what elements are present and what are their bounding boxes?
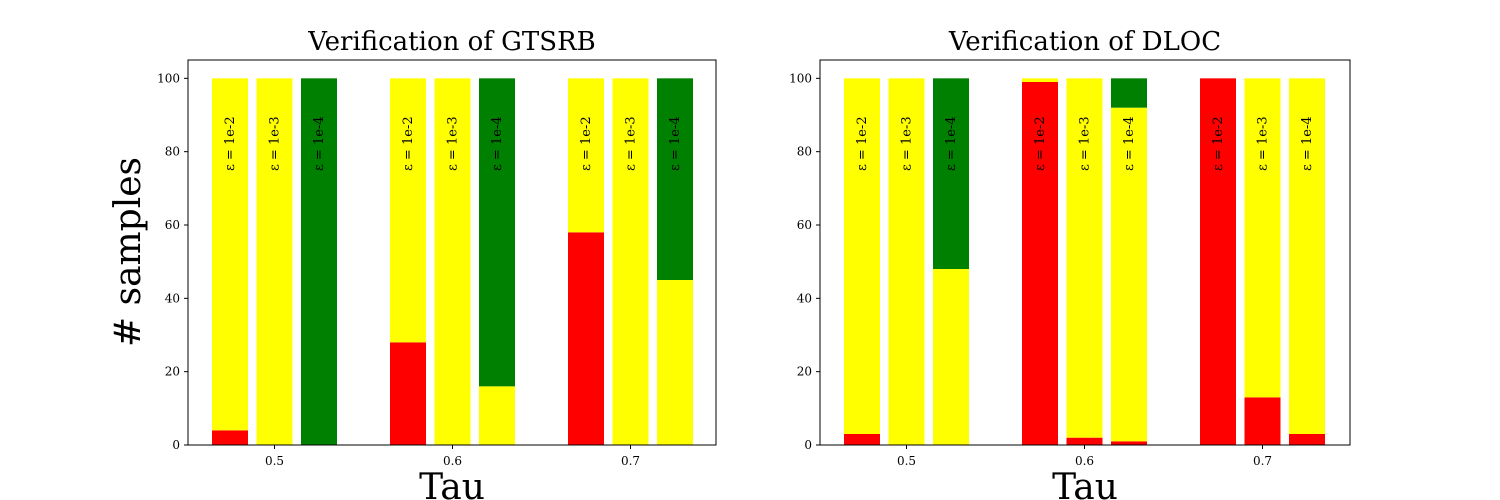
x-tick-label: 0.6: [1075, 454, 1094, 468]
bar: ε = 1e-4: [657, 78, 693, 445]
bar-segment-yellow: [1111, 107, 1147, 442]
bar: ε = 1e-3: [256, 78, 293, 445]
bar-label: ε = 1e-4: [944, 116, 959, 171]
chart-dloc: Verification of DLOC ε = 1e-2 ε = 1e-3 ε = …: [789, 27, 1351, 500]
bar-segment-yellow: [390, 78, 426, 343]
bar-segment-yellow: [256, 78, 293, 445]
bar-segment-green: [479, 78, 515, 387]
bar-segment-red: [568, 232, 604, 445]
bar: ε = 1e-3: [1066, 78, 1103, 445]
bar-segment-yellow: [568, 78, 604, 233]
x-tick-label: 0.6: [443, 454, 462, 468]
x-tick-label: 0.5: [897, 454, 916, 468]
y-tick-label: 20: [165, 365, 180, 379]
bar: ε = 1e-3: [888, 78, 925, 445]
bar-segment-red: [1111, 441, 1147, 445]
bar: ε = 1e-4: [1111, 78, 1147, 445]
y-tick-label: 0: [804, 438, 812, 452]
bar-label: ε = 1e-2: [579, 116, 594, 171]
bar-segment-yellow: [212, 78, 248, 431]
bar: ε = 1e-2: [568, 78, 604, 445]
bar-label: ε = 1e-3: [900, 116, 915, 171]
bar-segment-yellow: [1244, 78, 1281, 398]
bar-label: ε = 1e-2: [855, 116, 870, 171]
bar-segment-red: [844, 434, 880, 445]
bar: ε = 1e-4: [479, 78, 515, 445]
y-tick-label: 100: [789, 71, 812, 85]
bar-label: ε = 1e-4: [1300, 116, 1315, 171]
bar-label: ε = 1e-4: [490, 116, 505, 171]
chart-title: Verification of GTSRB: [307, 27, 596, 57]
bar: ε = 1e-4: [933, 78, 969, 445]
bar-segment-red: [1289, 434, 1325, 445]
bar: ε = 1e-4: [301, 78, 337, 445]
y-tick-label: 60: [797, 218, 812, 232]
bar-segment-green: [1111, 78, 1147, 108]
bar-segment-red: [212, 430, 248, 445]
chart-gtsrb: Verification of GTSRB ε = 1e-2 ε = 1e-3 ε =…: [157, 27, 717, 500]
bar-segment-yellow: [1289, 78, 1325, 434]
bar-label: ε = 1e-4: [668, 116, 683, 171]
y-tick-label: 40: [797, 291, 812, 305]
bar-label: ε = 1e-3: [1256, 116, 1271, 171]
bar: ε = 1e-2: [212, 78, 248, 445]
x-axis-label: Tau: [1052, 467, 1118, 500]
bar-label: ε = 1e-3: [1078, 116, 1093, 171]
bar-segment-yellow: [844, 78, 880, 434]
bar: ε = 1e-3: [612, 78, 649, 445]
bar: ε = 1e-4: [1289, 78, 1325, 445]
bar-label: ε = 1e-2: [401, 116, 416, 171]
bar-label: ε = 1e-4: [312, 116, 327, 171]
y-tick-label: 40: [165, 291, 180, 305]
bar-segment-yellow: [933, 269, 969, 445]
bar-segment-yellow: [479, 386, 515, 445]
bar-segment-yellow: [1066, 78, 1103, 438]
bar-segment-yellow: [657, 280, 693, 445]
bar-segment-green: [657, 78, 693, 280]
bar-segment-yellow: [434, 78, 471, 445]
x-tick-label: 0.7: [1253, 454, 1272, 468]
bar-segment-yellow: [612, 78, 649, 445]
bar-segment-red: [1066, 437, 1103, 445]
bar: ε = 1e-2: [390, 78, 426, 445]
x-tick-label: 0.7: [621, 454, 640, 468]
x-axis-label: Tau: [419, 467, 485, 500]
bar-label: ε = 1e-2: [1033, 116, 1048, 171]
bar-label: ε = 1e-3: [624, 116, 639, 171]
bar-label: ε = 1e-4: [1122, 116, 1137, 171]
bar: ε = 1e-2: [844, 78, 880, 445]
y-tick-label: 80: [797, 145, 812, 159]
bar-segment-red: [1244, 397, 1281, 445]
bar-segment-yellow: [1022, 78, 1058, 82]
chart-title: Verification of DLOC: [948, 27, 1221, 57]
bar-segment-green: [933, 78, 969, 269]
bar-segment-red: [390, 342, 426, 445]
y-tick-label: 80: [165, 145, 180, 159]
figure-ylabel: # samples: [108, 157, 149, 347]
x-tick-label: 0.5: [265, 454, 284, 468]
bar: ε = 1e-2: [1022, 78, 1058, 445]
y-tick-label: 0: [172, 438, 180, 452]
bar-segment-red: [1022, 82, 1058, 445]
bar-label: ε = 1e-2: [223, 116, 238, 171]
bar: ε = 1e-3: [1244, 78, 1281, 445]
bar-label: ε = 1e-2: [1211, 116, 1226, 171]
bar-label: ε = 1e-3: [446, 116, 461, 171]
y-tick-label: 60: [165, 218, 180, 232]
bar-label: ε = 1e-3: [268, 116, 283, 171]
bar: ε = 1e-2: [1200, 78, 1236, 445]
y-tick-label: 100: [157, 71, 180, 85]
bar-segment-green: [301, 78, 337, 445]
y-tick-label: 20: [797, 365, 812, 379]
bar-segment-red: [1200, 78, 1236, 445]
bar-segment-yellow: [888, 78, 925, 445]
bar: ε = 1e-3: [434, 78, 471, 445]
